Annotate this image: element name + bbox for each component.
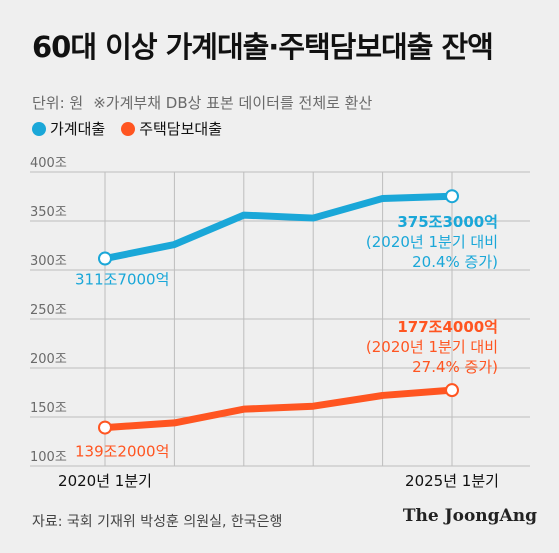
data-point-marker [98,251,112,266]
chart-title: 60대 이상 가계대출·주택담보대출 잔액 [32,30,494,64]
legend-item-household: 가계대출 [32,118,105,139]
end-value-label: 177조4000억 [397,318,498,336]
end-change-note: (2020년 1분기 대비 [366,233,498,251]
end-change-note: 27.4% 증가) [412,358,498,376]
subtitle: 단위: 원 ※가계부채 DB상 표본 데이터를 전체로 환산 [32,92,372,113]
y-tick-label: 200조 [30,352,67,367]
x-tick-label: 2020년 1분기 [58,472,152,490]
series-line-1 [101,386,456,432]
y-tick-label: 300조 [30,254,67,269]
y-tick-label: 100조 [30,450,67,465]
series-line-0 [101,192,456,263]
data-point-marker [98,420,112,435]
data-point-marker [445,383,459,398]
end-change-note: 20.4% 증가) [412,253,498,271]
legend: 가계대출 주택담보대출 [32,118,222,139]
source-note: 자료: 국회 기재위 박성훈 의원실, 한국은행 [32,514,283,530]
brand-logo: The JoongAng [402,506,537,526]
data-note: ※가계부채 DB상 표본 데이터를 전체로 환산 [93,94,373,112]
start-value-label: 311조7000억 [75,271,169,289]
start-value-label: 139조2000억 [75,443,169,461]
y-tick-label: 350조 [30,205,67,220]
end-change-note: (2020년 1분기 대비 [366,338,498,356]
unit-label: 단위: 원 [32,94,84,112]
data-point-marker [445,189,459,204]
legend-label-household: 가계대출 [50,120,106,138]
legend-swatch-household [32,121,46,136]
legend-swatch-mortgage [121,121,136,136]
y-tick-label: 150조 [30,401,67,416]
legend-label-mortgage: 주택담보대출 [139,120,223,138]
end-value-label: 375조3000억 [397,213,498,231]
y-tick-label: 400조 [30,156,67,171]
x-tick-label: 2025년 1분기 [405,472,499,490]
y-tick-label: 250조 [30,303,67,318]
legend-item-mortgage: 주택담보대출 [121,118,222,139]
